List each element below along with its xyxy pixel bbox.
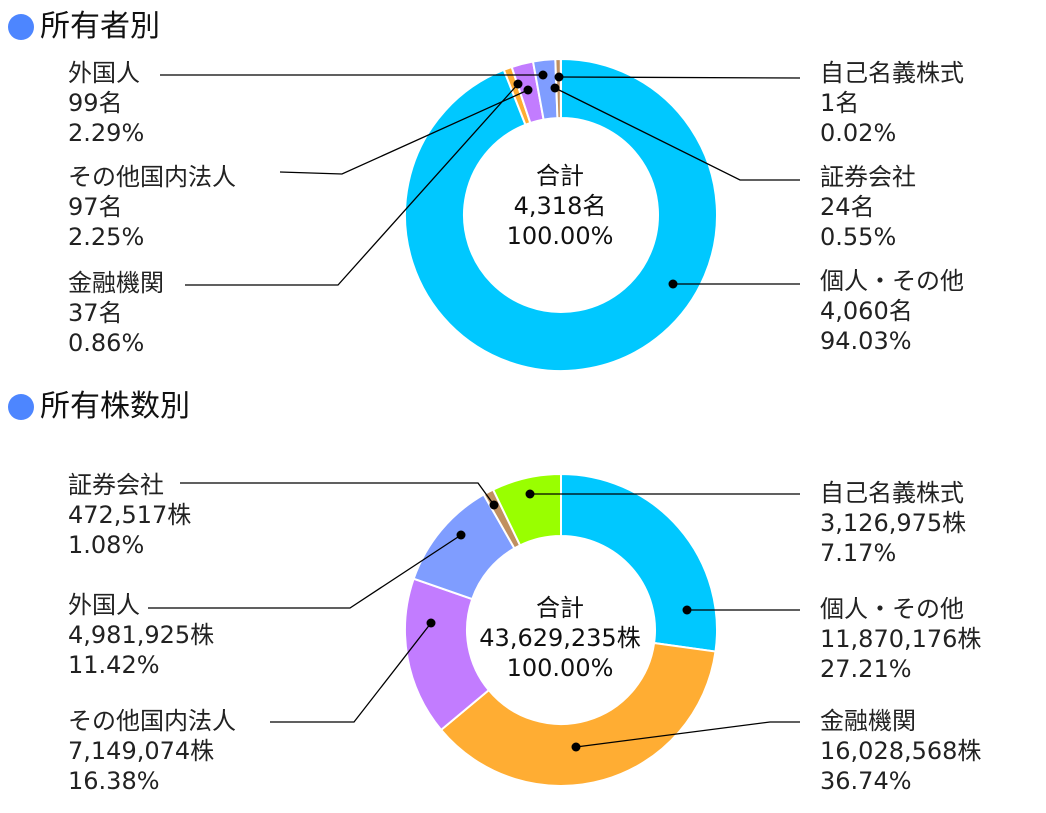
label-percent: 94.03% [820, 327, 912, 355]
leader-dot-owners-individuals [668, 279, 678, 289]
label-name: 外国人 [68, 591, 140, 619]
leader-line-owners-treasury [558, 76, 801, 79]
label-value: 1名 [820, 89, 860, 117]
heading-shares-text: 所有株数別 [40, 389, 190, 424]
label-value: 4,981,925株 [68, 621, 215, 649]
leader-line-shares-financial [575, 721, 800, 748]
shares-label-securities: 証券会社 472,517株 1.08% [68, 470, 191, 560]
label-name: 証券会社 [820, 163, 916, 191]
owners-label-financial: 金融機関 37名 0.86% [68, 268, 164, 358]
donut-segment-treasury [491, 472, 562, 547]
label-name: 自己名義株式 [820, 479, 964, 507]
label-name: その他国内法人 [68, 163, 236, 191]
label-name: 金融機関 [68, 269, 164, 297]
leader-dot-shares-foreign [456, 530, 466, 540]
label-value: 16,028,568株 [820, 737, 982, 765]
label-percent: 1.08% [68, 531, 145, 559]
owners-center-total: 合計 4,318名 100.00% [460, 161, 660, 251]
label-percent: 0.02% [820, 119, 897, 147]
leader-dot-owners-treasury [554, 72, 564, 82]
leader-dot-owners-foreign [538, 70, 548, 80]
leader-line-owners-domestic-corp [279, 89, 529, 175]
center-percent: 100.00% [506, 654, 614, 682]
donut-segment-individuals [404, 57, 718, 372]
label-value: 24名 [820, 193, 875, 221]
leader-dot-owners-financial [513, 79, 523, 89]
shares-center-total: 合計 43,629,235株 100.00% [440, 593, 680, 683]
label-name: 金融機関 [820, 707, 916, 735]
shares-label-treasury: 自己名義株式 3,126,975株 7.17% [820, 478, 966, 568]
label-percent: 27.21% [820, 655, 912, 683]
leader-lines [148, 70, 801, 752]
label-value: 37名 [68, 299, 123, 327]
label-name: 個人・その他 [820, 595, 964, 623]
shares-label-financial: 金融機関 16,028,568株 36.74% [820, 706, 981, 796]
label-value: 3,126,975株 [820, 509, 967, 537]
label-name: 個人・その他 [820, 267, 964, 295]
donut-shares [404, 472, 718, 787]
center-value: 43,629,235株 [479, 624, 641, 652]
leader-dot-shares-individuals [682, 605, 692, 615]
owners-label-securities: 証券会社 24名 0.55% [820, 162, 916, 252]
label-name: 外国人 [68, 59, 140, 87]
label-percent: 2.29% [68, 119, 145, 147]
leader-dot-owners-securities [550, 83, 560, 93]
label-percent: 16.38% [68, 767, 160, 795]
label-name: その他国内法人 [68, 707, 236, 735]
label-percent: 2.25% [68, 223, 145, 251]
leader-dot-owners-domestic-corp [523, 85, 533, 95]
label-percent: 7.17% [820, 539, 897, 567]
label-name: 証券会社 [68, 471, 164, 499]
label-percent: 0.55% [820, 223, 897, 251]
label-name: 自己名義株式 [820, 59, 964, 87]
label-value: 472,517株 [68, 501, 192, 529]
heading-owners-text: 所有者別 [40, 9, 160, 44]
leader-dot-shares-treasury [525, 489, 535, 499]
label-percent: 11.42% [68, 651, 160, 679]
leader-line-owners-financial [185, 83, 519, 286]
label-value: 99名 [68, 89, 123, 117]
shares-label-domestic-corp: その他国内法人 7,149,074株 16.38% [68, 706, 236, 796]
owners-label-treasury: 自己名義株式 1名 0.02% [820, 58, 964, 148]
label-percent: 0.86% [68, 329, 145, 357]
bullet-dot-icon [8, 394, 34, 420]
owners-label-domestic-corp: その他国内法人 97名 2.25% [68, 162, 236, 252]
center-value: 4,318名 [513, 192, 607, 220]
owners-label-foreign: 外国人 99名 2.29% [68, 58, 144, 148]
leader-line-shares-domestic-corp [270, 622, 432, 723]
leader-line-shares-securities [180, 482, 495, 506]
center-percent: 100.00% [506, 222, 614, 250]
label-percent: 36.74% [820, 767, 912, 795]
leader-line-owners-securities [554, 87, 800, 181]
label-value: 7,149,074株 [68, 737, 215, 765]
center-title: 合計 [536, 594, 584, 622]
owners-label-individuals: 個人・その他 4,060名 94.03% [820, 266, 964, 356]
shares-label-foreign: 外国人 4,981,925株 11.42% [68, 590, 214, 680]
label-value: 97名 [68, 193, 123, 221]
leader-dot-shares-securities [489, 500, 499, 510]
label-value: 11,870,176株 [820, 625, 982, 653]
donut-segment-financial [439, 641, 717, 787]
center-title: 合計 [536, 162, 584, 190]
bullet-dot-icon [8, 14, 34, 40]
heading-shares: 所有株数別 [8, 392, 190, 422]
leader-line-shares-foreign [148, 534, 462, 609]
leader-dot-shares-domestic-corp [426, 618, 436, 628]
shares-label-individuals: 個人・その他 11,870,176株 27.21% [820, 594, 981, 684]
heading-owners: 所有者別 [8, 12, 160, 42]
leader-dot-shares-financial [571, 742, 581, 752]
label-value: 4,060名 [820, 297, 913, 325]
